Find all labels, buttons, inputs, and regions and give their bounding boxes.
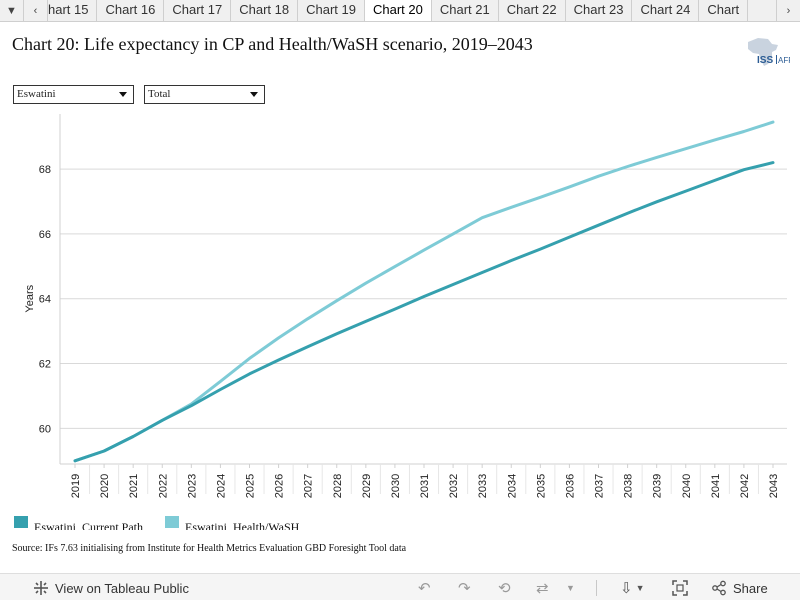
tab-chart-17[interactable]: Chart 17 — [164, 0, 232, 21]
x-tick-label: 2041 — [710, 474, 722, 498]
page-title: Chart 20: Life expectancy in CP and Heal… — [12, 34, 533, 54]
x-tick-label: 2029 — [361, 474, 373, 498]
refresh-icon[interactable]: ⇄ — [536, 580, 549, 597]
x-tick-label: 2027 — [303, 474, 315, 498]
iss-africa-logo: ISS AFRICA — [748, 38, 790, 66]
sheet-tab-bar: ▼ ‹ hart 15 Chart 16 Chart 17 Chart 18 Chart… — [0, 0, 800, 22]
logo-text: ISS — [757, 55, 773, 66]
x-tick-label: 2033 — [477, 474, 489, 498]
x-tick-label: 2020 — [99, 474, 111, 498]
y-tick-label: 60 — [39, 423, 51, 435]
chevron-down-icon — [250, 92, 258, 97]
x-tick-label: 2042 — [739, 474, 751, 498]
y-tick-label: 66 — [39, 229, 51, 241]
y-tick-label: 64 — [39, 294, 51, 306]
series-line-current-path — [73, 161, 775, 463]
x-tick-label: 2043 — [768, 474, 780, 498]
redo-icon[interactable]: ↷ — [458, 580, 471, 597]
x-tick-label: 2022 — [157, 474, 169, 498]
x-tick-label: 2026 — [274, 474, 286, 498]
line-chart: 60 62 64 66 68 2019 2020 2021 2022 2023 2024 2025 20… — [0, 108, 800, 508]
fullscreen-icon[interactable] — [672, 578, 688, 598]
x-tick-label: 2019 — [70, 474, 82, 498]
x-tick-label: 2023 — [186, 474, 198, 498]
download-icon[interactable]: ⇩ ▼ — [620, 580, 645, 597]
x-tick-label: 2035 — [535, 474, 547, 498]
share-label: Share — [733, 580, 768, 596]
legend-swatch — [14, 516, 28, 528]
y-tick-label: 62 — [39, 359, 51, 371]
chevron-down-icon — [119, 92, 127, 97]
chart-svg: 60 62 64 66 68 2019 2020 2021 2022 2023 2024 2025 20… — [24, 114, 787, 498]
tab-chart-18[interactable]: Chart 18 — [231, 0, 299, 21]
x-tick-label: 2039 — [652, 474, 664, 498]
x-tick-label: 2030 — [390, 474, 402, 498]
x-tick-label: 2032 — [448, 474, 460, 498]
tab-menu-caret-icon[interactable]: ▼ — [0, 0, 24, 21]
country-filter-value: Eswatini — [17, 88, 56, 100]
share-button[interactable]: Share — [711, 578, 768, 598]
share-icon — [712, 580, 726, 596]
y-axis-label: Years — [24, 284, 36, 312]
tableau-logo-icon — [34, 581, 48, 595]
toolbar-divider — [596, 580, 597, 596]
x-tick-label: 2031 — [419, 474, 431, 498]
legend-swatch — [164, 516, 179, 528]
tab-chart-25[interactable]: Chart — [699, 0, 749, 21]
country-filter-select[interactable]: Eswatini — [13, 85, 134, 104]
logo-suffix: AFRICA — [778, 56, 790, 65]
tab-scroll-left-icon[interactable]: ‹ — [24, 0, 48, 21]
fullscreen-frame-icon — [672, 580, 688, 596]
tab-chart-22[interactable]: Chart 22 — [499, 0, 566, 21]
tab-chart-21[interactable]: Chart 21 — [432, 0, 499, 21]
group-filter-value: Total — [148, 88, 171, 100]
undo-icon[interactable]: ↶ — [418, 580, 431, 597]
tab-chart-20[interactable]: Chart 20 — [364, 0, 432, 21]
x-tick-label: 2034 — [506, 474, 518, 498]
sheet-tabs: hart 15 Chart 16 Chart 17 Chart 18 Chart 19 C… — [48, 0, 776, 21]
x-tick-label: 2024 — [215, 474, 227, 498]
x-tick-label: 2036 — [564, 474, 576, 498]
tab-chart-23[interactable]: Chart 23 — [566, 0, 633, 21]
tab-chart-16[interactable]: Chart 16 — [97, 0, 165, 21]
y-tick-label: 68 — [39, 164, 51, 176]
group-filter-select[interactable]: Total — [144, 85, 265, 104]
tab-chart-24[interactable]: Chart 24 — [632, 0, 700, 21]
x-tick-label: 2021 — [128, 474, 140, 498]
x-tick-label: 2040 — [681, 474, 693, 498]
tableau-toolbar: View on Tableau Public ↶ ↷ ⟲ ⇄ ▼ ⇩ ▼ Shar… — [0, 573, 800, 600]
legend: Eswatini_Current Path Eswatini_Health/WaS… — [14, 514, 354, 530]
source-note: Source: IFs 7.63 initialising from Insti… — [12, 543, 407, 554]
tab-chart-15[interactable]: hart 15 — [48, 0, 98, 21]
revert-icon[interactable]: ⟲ — [498, 580, 511, 597]
refresh-dropdown-icon[interactable]: ▼ — [566, 583, 575, 593]
x-tick-label: 2037 — [594, 474, 606, 498]
x-tick-label: 2025 — [245, 474, 257, 498]
x-tick-label: 2038 — [623, 474, 635, 498]
legend-label: Eswatini_Health/WaSH — [184, 520, 300, 530]
view-on-tableau-label: View on Tableau Public — [55, 580, 189, 596]
legend-label: Eswatini_Current Path — [34, 520, 143, 530]
view-on-tableau-link[interactable]: View on Tableau Public — [33, 578, 189, 598]
legend-item: Eswatini_Health/WaSH — [164, 514, 300, 530]
x-tick-label: 2028 — [332, 474, 344, 498]
legend-item: Eswatini_Current Path — [14, 514, 143, 530]
tab-scroll-right-icon[interactable]: › — [776, 0, 800, 21]
tab-chart-19[interactable]: Chart 19 — [298, 0, 365, 21]
